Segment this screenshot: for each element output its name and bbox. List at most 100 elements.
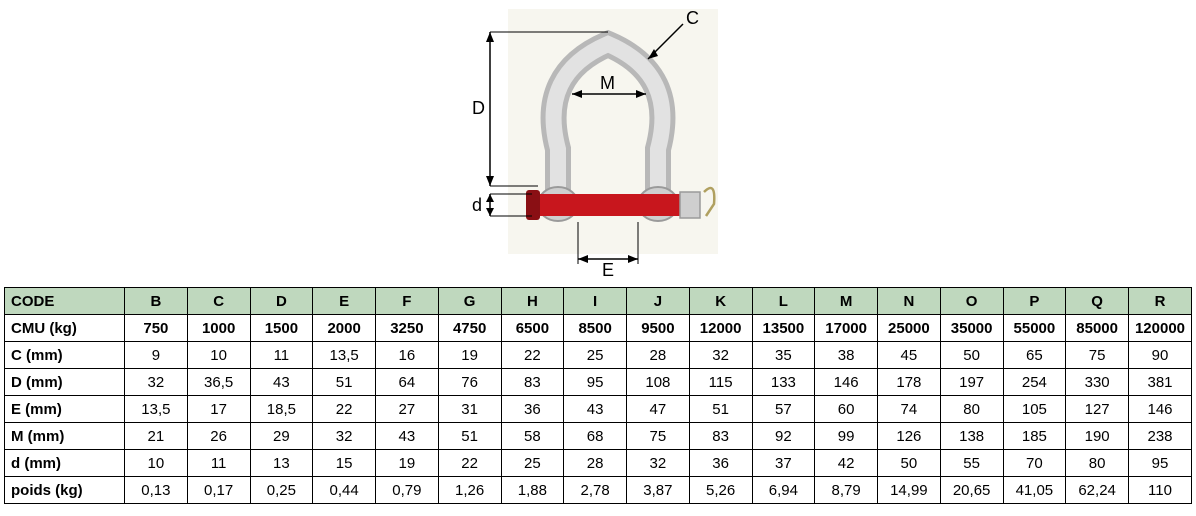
cell: 25 xyxy=(501,450,564,477)
cell: 185 xyxy=(1003,423,1066,450)
header-col-J: J xyxy=(627,288,690,315)
cell: 105 xyxy=(1003,396,1066,423)
cell: 12000 xyxy=(689,315,752,342)
cell: 17 xyxy=(187,396,250,423)
cell: 55 xyxy=(940,450,1003,477)
cell: 28 xyxy=(564,450,627,477)
cell: 1,88 xyxy=(501,477,564,504)
table-row: poids (kg)0,130,170,250,440,791,261,882,… xyxy=(5,477,1192,504)
cell: 75 xyxy=(627,423,690,450)
header-col-I: I xyxy=(564,288,627,315)
table-row: d (mm)1011131519222528323637425055708095 xyxy=(5,450,1192,477)
table-row: M (mm)2126293243515868758392991261381851… xyxy=(5,423,1192,450)
dim-D-label: D xyxy=(472,98,485,118)
cell: 120000 xyxy=(1129,315,1192,342)
cell: 14,99 xyxy=(878,477,941,504)
header-col-B: B xyxy=(125,288,188,315)
cell: 2,78 xyxy=(564,477,627,504)
cell: 6,94 xyxy=(752,477,815,504)
cell: 35000 xyxy=(940,315,1003,342)
shackle-diagram: D d M C E xyxy=(448,4,748,279)
header-col-P: P xyxy=(1003,288,1066,315)
cell: 0,13 xyxy=(125,477,188,504)
table-row: CMU (kg)75010001500200032504750650085009… xyxy=(5,315,1192,342)
cell: 1500 xyxy=(250,315,313,342)
cell: 25000 xyxy=(878,315,941,342)
cell: 41,05 xyxy=(1003,477,1066,504)
cell: 254 xyxy=(1003,369,1066,396)
pin-nut xyxy=(680,192,700,218)
cell: 29 xyxy=(250,423,313,450)
cell: 36 xyxy=(689,450,752,477)
cell: 115 xyxy=(689,369,752,396)
cell: 51 xyxy=(313,369,376,396)
cell: 90 xyxy=(1129,342,1192,369)
cell: 58 xyxy=(501,423,564,450)
cell: 0,44 xyxy=(313,477,376,504)
header-col-N: N xyxy=(878,288,941,315)
cell: 28 xyxy=(627,342,690,369)
header-col-R: R xyxy=(1129,288,1192,315)
cell: 19 xyxy=(438,342,501,369)
header-col-G: G xyxy=(438,288,501,315)
header-col-K: K xyxy=(689,288,752,315)
cell: 51 xyxy=(689,396,752,423)
cell: 381 xyxy=(1129,369,1192,396)
cell: 43 xyxy=(564,396,627,423)
header-col-E: E xyxy=(313,288,376,315)
cell: 50 xyxy=(878,450,941,477)
cell: 13500 xyxy=(752,315,815,342)
cell: 75 xyxy=(1066,342,1129,369)
dim-E-arrow-r xyxy=(628,255,638,263)
cell: 750 xyxy=(125,315,188,342)
header-code: CODE xyxy=(5,288,125,315)
cell: 36,5 xyxy=(187,369,250,396)
cell: 11 xyxy=(250,342,313,369)
cell: 10 xyxy=(125,450,188,477)
shackle-pin xyxy=(533,194,683,216)
row-label: C (mm) xyxy=(5,342,125,369)
dim-D-arrow-bot xyxy=(486,176,494,186)
cell: 22 xyxy=(313,396,376,423)
dim-E-arrow-l xyxy=(578,255,588,263)
cell: 108 xyxy=(627,369,690,396)
cell: 32 xyxy=(689,342,752,369)
cell: 38 xyxy=(815,342,878,369)
cell: 47 xyxy=(627,396,690,423)
cell: 1,26 xyxy=(438,477,501,504)
header-col-L: L xyxy=(752,288,815,315)
header-col-H: H xyxy=(501,288,564,315)
cell: 32 xyxy=(125,369,188,396)
cell: 83 xyxy=(501,369,564,396)
cell: 26 xyxy=(187,423,250,450)
cell: 146 xyxy=(1129,396,1192,423)
cell: 42 xyxy=(815,450,878,477)
cell: 68 xyxy=(564,423,627,450)
header-col-C: C xyxy=(187,288,250,315)
row-label: poids (kg) xyxy=(5,477,125,504)
cell: 70 xyxy=(1003,450,1066,477)
cell: 22 xyxy=(438,450,501,477)
header-col-M: M xyxy=(815,288,878,315)
cell: 60 xyxy=(815,396,878,423)
cell: 178 xyxy=(878,369,941,396)
cell: 13 xyxy=(250,450,313,477)
cell: 55000 xyxy=(1003,315,1066,342)
cell: 13,5 xyxy=(125,396,188,423)
cell: 3,87 xyxy=(627,477,690,504)
dim-M-label: M xyxy=(600,73,615,93)
cell: 16 xyxy=(376,342,439,369)
cell: 126 xyxy=(878,423,941,450)
header-col-O: O xyxy=(940,288,1003,315)
cell: 95 xyxy=(1129,450,1192,477)
cell: 37 xyxy=(752,450,815,477)
cell: 330 xyxy=(1066,369,1129,396)
table-row: E (mm)13,51718,5222731364347515760748010… xyxy=(5,396,1192,423)
cell: 35 xyxy=(752,342,815,369)
cell: 0,25 xyxy=(250,477,313,504)
cell: 6500 xyxy=(501,315,564,342)
dim-E-label: E xyxy=(602,260,614,279)
cell: 8500 xyxy=(564,315,627,342)
diagram-container: D d M C E xyxy=(4,4,1192,279)
cell: 5,26 xyxy=(689,477,752,504)
